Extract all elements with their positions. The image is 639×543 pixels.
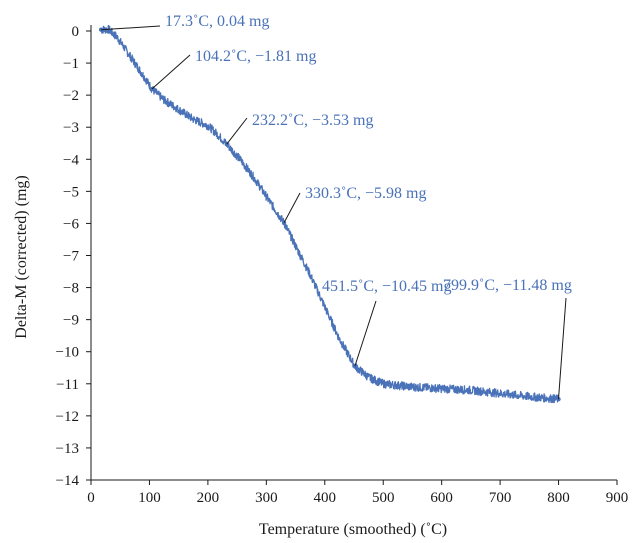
x-axis-title: Temperature (smoothed) (˚C) [259,521,447,538]
x-tick-label: 700 [489,490,512,506]
annotation-leader [226,117,248,145]
y-tick-label: −1 [63,56,79,72]
x-tick-label: 600 [430,490,453,506]
data-point [352,363,358,369]
x-tick-label: 400 [314,490,337,506]
annotation-label: 104.2˚C, −1.81 mg [195,48,316,65]
series-line [100,24,560,404]
x-tick-label: 500 [372,490,395,506]
annotation-label: 451.5˚C, −10.45 mg [322,278,451,295]
y-tick-label: −8 [63,281,79,297]
y-tick-label: −11 [56,377,79,393]
y-tick-label: −7 [63,249,79,265]
y-tick-label: −10 [56,345,79,361]
annotation-label: 799.9˚C, −11.48 mg [443,277,572,294]
y-tick-label: −5 [63,184,79,200]
y-tick-label: −4 [63,152,79,168]
y-tick-label: −13 [56,441,79,457]
annotation-leader [151,54,191,90]
y-tick-label: −14 [56,473,80,489]
plot-area: 0 −1 −2 −3 −4 −5 −6 −7 −8 −9 −10 −11 −12 −13 −14 0 100 20… [56,13,629,506]
x-tick-label: 0 [87,490,95,506]
annotation-leader [101,25,161,31]
x-tick-label: 900 [606,490,629,506]
x-tick-label: 200 [197,490,220,506]
y-tick-label: −9 [63,313,79,329]
annotation-leader [557,297,567,400]
annotation-label: 17.3˚C, 0.04 mg [165,13,269,30]
y-tick-label: 0 [72,24,80,40]
x-tick-label: 800 [547,490,570,506]
annotation-label: 330.3˚C, −5.98 mg [305,185,426,202]
y-tick-label: −2 [63,88,79,104]
annotation-leader [354,300,377,367]
annotation-label: 232.2˚C, −3.53 mg [252,112,373,129]
y-axis-title: Delta-M (corrected) (mg) [13,175,30,338]
y-tick-label: −3 [63,120,79,136]
x-tick-label: 100 [138,490,161,506]
y-tick-label: −6 [63,216,79,232]
x-tick-label: 300 [255,490,278,506]
y-tick-label: −12 [56,409,79,425]
annotation-leader [283,192,301,224]
